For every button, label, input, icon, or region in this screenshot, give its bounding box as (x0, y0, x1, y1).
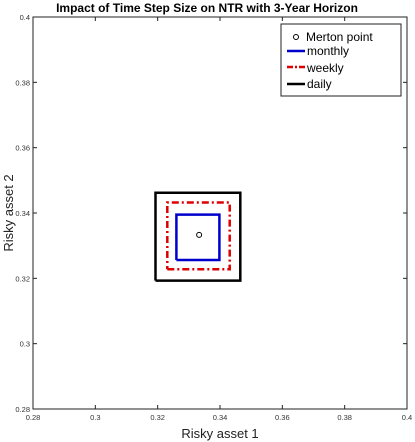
y-tick-label: 0.3 (20, 340, 30, 349)
y-tick-label: 0.34 (15, 209, 30, 218)
x-tick-label: 0.32 (150, 413, 165, 422)
legend: Merton point monthly weekly daily (280, 23, 402, 97)
series-weekly-line (166, 201, 231, 271)
x-tick-label: 0.34 (213, 413, 228, 422)
x-tick-label: 0.3 (90, 413, 100, 422)
legend-weekly-label: weekly (306, 61, 344, 75)
y-tick-label: 0.32 (15, 274, 30, 283)
x-tick-label: 0.4 (402, 413, 412, 422)
y-axis-label: Risky asset 2 (1, 174, 16, 251)
merton-point-marker (196, 231, 203, 238)
y-tick-label: 0.38 (15, 78, 30, 87)
series-layer (154, 191, 242, 282)
y-tick-label: 0.36 (15, 144, 30, 153)
legend-monthly-label: monthly (307, 44, 349, 58)
legend-merton-label: Merton point (306, 30, 373, 44)
legend-merton-marker (293, 34, 299, 40)
series-monthly-line (175, 213, 221, 262)
x-axis-ticks: 0.28 0.3 0.32 0.34 0.36 0.38 0.4 (26, 17, 412, 422)
chart-title: Impact of Time Step Size on NTR with 3-Y… (56, 1, 358, 15)
series-daily-line (154, 191, 242, 282)
y-axis-ticks: 0.28 0.3 0.32 0.34 0.36 0.38 0.4 (15, 13, 407, 414)
legend-daily-label: daily (307, 77, 332, 91)
x-tick-label: 0.28 (26, 413, 41, 422)
y-tick-label: 0.4 (20, 13, 30, 22)
y-tick-label: 0.28 (15, 405, 30, 414)
x-tick-label: 0.38 (337, 413, 352, 422)
x-tick-label: 0.36 (275, 413, 290, 422)
x-axis-label: Risky asset 1 (181, 426, 258, 441)
